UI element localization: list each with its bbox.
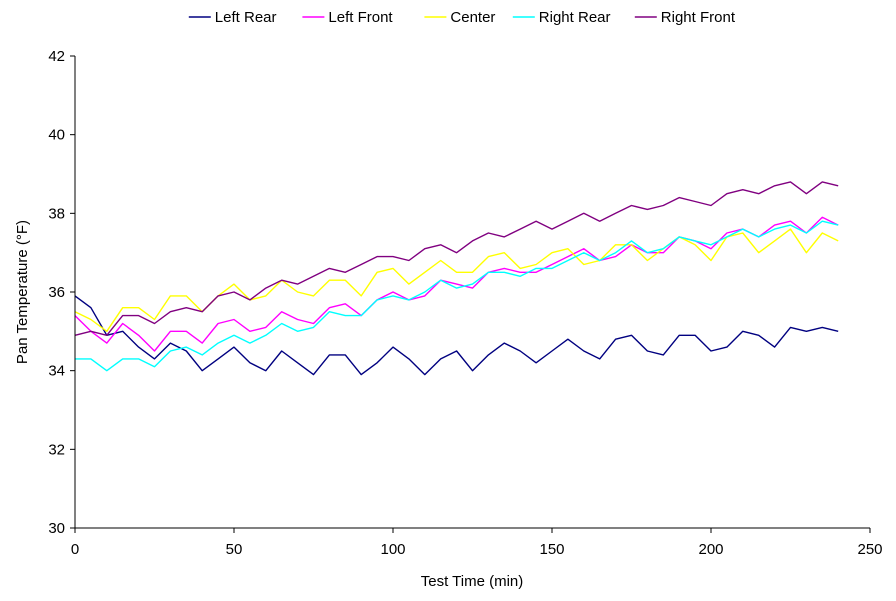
plot-area: 30 32 34 36 38 40 42 0 50 100 150 200 250	[48, 48, 882, 558]
legend-label: Left Rear	[215, 9, 277, 26]
y-tick-label: 40	[48, 127, 65, 144]
x-axis-label: Test Time (min)	[421, 573, 524, 590]
x-tick-label: 150	[539, 541, 564, 558]
x-tick-label: 0	[71, 541, 79, 558]
series-line-left-rear	[74, 295, 839, 376]
series-lines	[74, 181, 839, 376]
x-ticks: 0 50 100 150 200 250	[71, 528, 883, 558]
y-tick-label: 32	[48, 441, 65, 458]
x-tick-label: 250	[857, 541, 882, 558]
legend-label: Center	[450, 9, 495, 26]
legend-item: Right Rear	[512, 9, 611, 26]
x-tick-label: 50	[226, 541, 243, 558]
legend-item: Right Front	[634, 9, 736, 26]
legend-item: Left Front	[302, 9, 393, 26]
y-tick-label: 36	[48, 284, 65, 301]
legend-label: Right Front	[661, 9, 736, 26]
legend-label: Right Rear	[539, 9, 611, 26]
y-tick-label: 38	[48, 205, 65, 222]
series-line-center	[74, 228, 839, 332]
y-tick-label: 34	[48, 363, 65, 380]
series-line-right-front	[74, 181, 839, 336]
y-axis-label: Pan Temperature (°F)	[14, 220, 31, 364]
series-line-right-rear	[75, 220, 839, 372]
series-line-left-front	[74, 216, 839, 352]
y-ticks: 30 32 34 36 38 40 42	[48, 48, 75, 537]
x-tick-label: 100	[380, 541, 405, 558]
y-tick-label: 30	[48, 520, 65, 537]
legend: Left Rear Left Front Center Right Rear Right…	[188, 9, 736, 26]
legend-item: Left Rear	[188, 9, 277, 26]
legend-item: Center	[424, 9, 495, 26]
legend-label: Left Front	[328, 9, 393, 26]
x-tick-label: 200	[698, 541, 723, 558]
y-tick-label: 42	[48, 48, 65, 65]
